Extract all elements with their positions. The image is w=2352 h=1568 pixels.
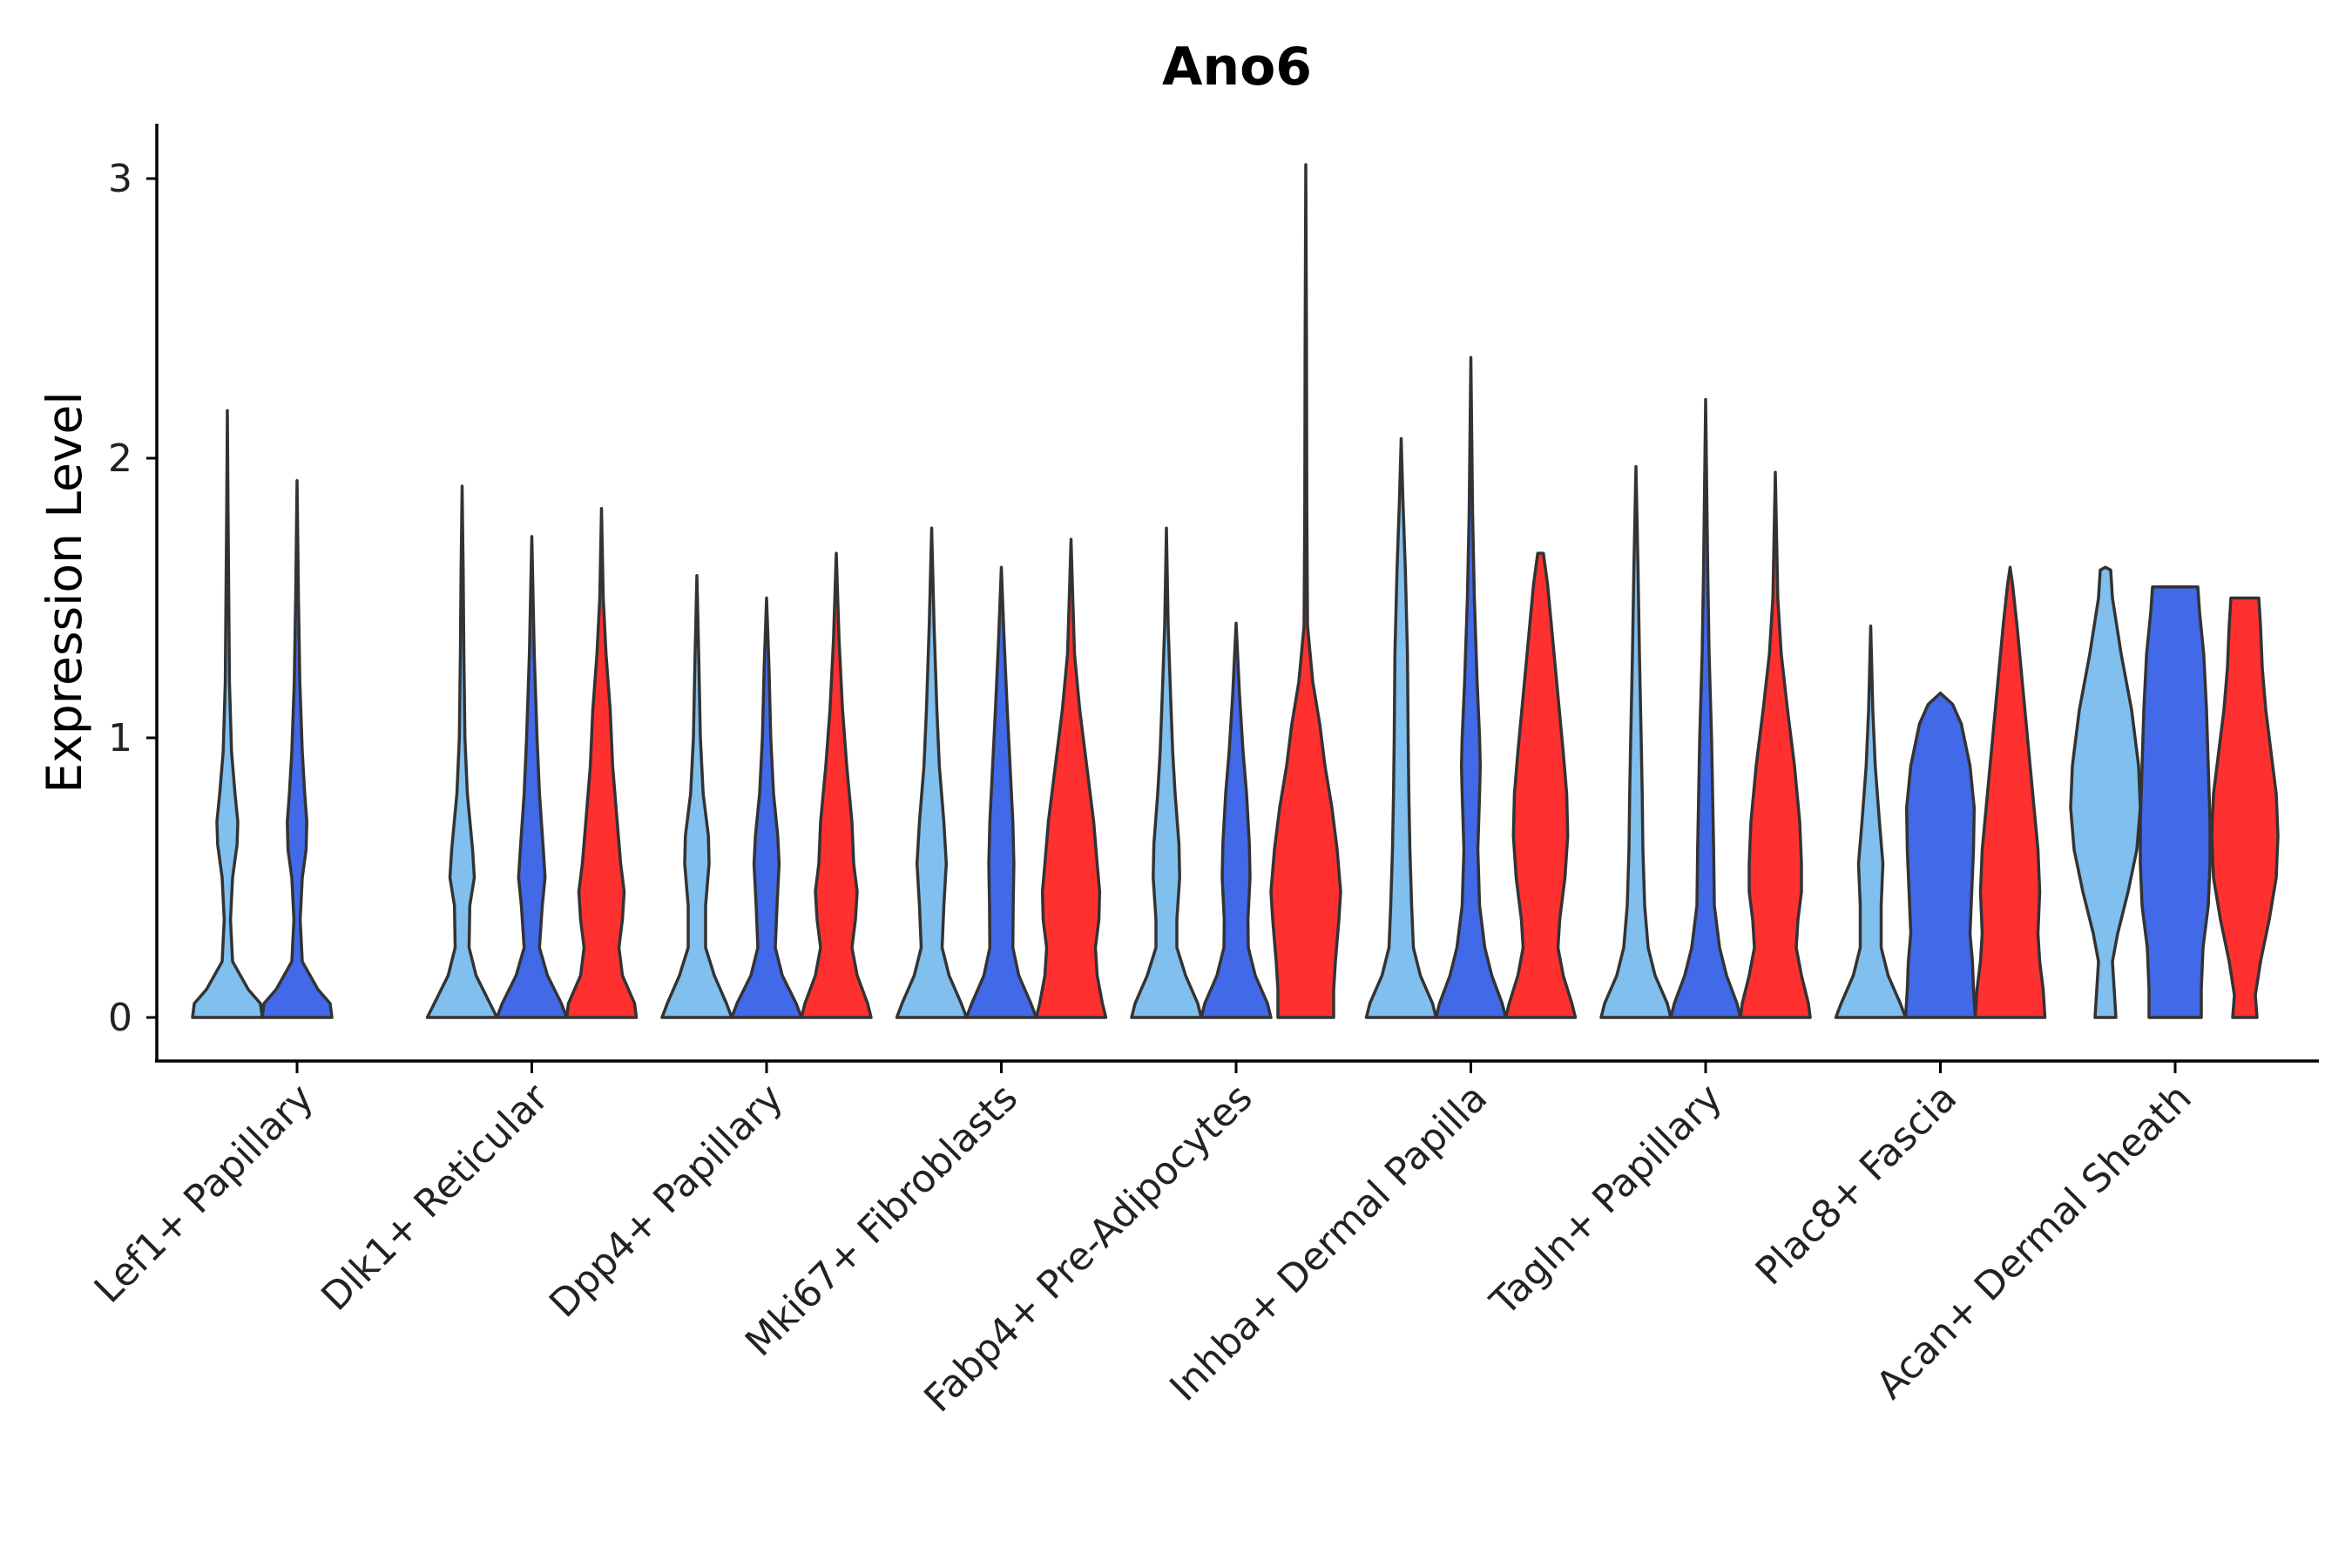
violin-plac8-fascia-group-2 xyxy=(1903,691,1977,1019)
y-tick-label: 0 xyxy=(108,996,132,1040)
violin-fabp4-pre-adipocytes-group-2 xyxy=(1200,621,1273,1019)
violin-acan-dermal-sheath-group-1 xyxy=(2069,565,2142,1019)
violin-inhba-dermal-papilla-group-1 xyxy=(1364,436,1438,1019)
violin-dlk1-reticular-group-2 xyxy=(495,535,569,1019)
violin-acan-dermal-sheath-group-2 xyxy=(2139,585,2212,1019)
y-tick-label: 3 xyxy=(108,157,132,201)
violin-lef1-papillary-group-1 xyxy=(191,409,264,1019)
violin-lef1-papillary-group-2 xyxy=(260,478,334,1019)
violin-mki67-fibroblasts-group-2 xyxy=(964,565,1038,1019)
violin-layer xyxy=(191,163,2280,1019)
violin-plac8-fascia-group-1 xyxy=(1834,624,1908,1019)
y-tick-label: 2 xyxy=(108,436,132,481)
violin-mki67-fibroblasts-group-3 xyxy=(1034,537,1108,1019)
violin-inhba-dermal-papilla-group-3 xyxy=(1504,551,1578,1019)
violin-inhba-dermal-papilla-group-2 xyxy=(1434,355,1508,1019)
y-axis-ticks: 0 1 2 3 xyxy=(108,157,157,1040)
violin-acan-dermal-sheath-group-3 xyxy=(2210,596,2280,1019)
violin-dlk1-reticular-group-1 xyxy=(425,484,499,1019)
y-tick-label: 1 xyxy=(108,716,132,760)
violin-tagln-papillary-group-3 xyxy=(1739,470,1812,1019)
chart-title: Ano6 xyxy=(1162,37,1312,98)
violin-tagln-papillary-group-1 xyxy=(1599,464,1673,1019)
violin-plac8-fascia-group-3 xyxy=(1973,565,2047,1019)
y-axis-label: Expression Level xyxy=(37,391,92,793)
violin-fabp4-pre-adipocytes-group-3 xyxy=(1269,163,1342,1019)
violin-dpp4-papillary-group-2 xyxy=(730,596,803,1019)
violin-mki67-fibroblasts-group-1 xyxy=(895,526,969,1019)
violin-dpp4-papillary-group-3 xyxy=(800,551,873,1019)
violin-fabp4-pre-adipocytes-group-1 xyxy=(1130,526,1203,1019)
violin-tagln-papillary-group-2 xyxy=(1669,397,1742,1019)
violin-dpp4-papillary-group-1 xyxy=(660,574,733,1019)
violin-dlk1-reticular-group-3 xyxy=(564,507,639,1019)
